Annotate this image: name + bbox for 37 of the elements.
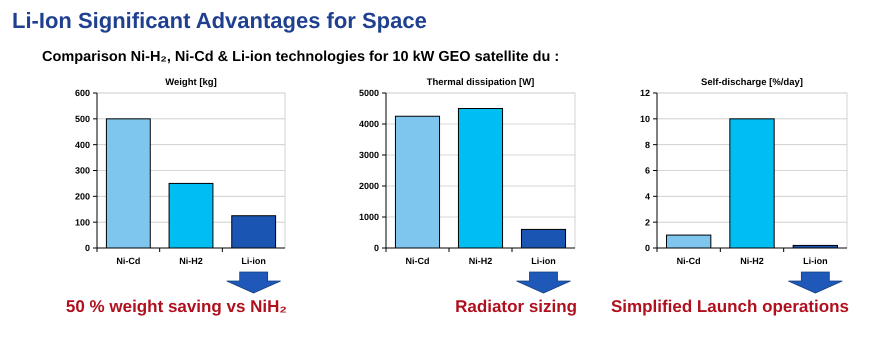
- y-tick-label: 6: [644, 166, 650, 176]
- y-tick-label: 0: [644, 243, 650, 254]
- y-tick-label: 400: [74, 140, 90, 150]
- text: Radiator sizing: [455, 297, 577, 316]
- x-tick-label: Ni-H2: [179, 256, 203, 266]
- chart-title: Self-discharge [%/day]: [701, 77, 803, 88]
- x-tick-label: Ni-H2: [468, 256, 492, 266]
- y-tick-label: 5000: [358, 88, 379, 98]
- y-tick-label: 2000: [358, 181, 379, 192]
- y-tick-label: 0: [84, 243, 90, 254]
- y-tick-label: 200: [74, 191, 90, 202]
- y-tick-label: 3000: [358, 150, 379, 160]
- chart-title: Weight [kg]: [165, 77, 217, 88]
- x-tick-label: Ni-H2: [740, 256, 764, 266]
- y-tick-label: 4000: [358, 119, 379, 130]
- text: 50 % weight saving vs NiH₂: [66, 297, 287, 316]
- x-tick-label: Li-ion: [531, 256, 556, 266]
- y-tick-label: 600: [74, 88, 90, 98]
- text: Simplified Launch operations: [610, 297, 849, 316]
- y-tick-label: 300: [74, 166, 90, 176]
- x-tick-label: Ni-Cd: [676, 256, 701, 266]
- y-tick-label: 10: [640, 114, 650, 124]
- x-tick-label: Li-ion: [241, 256, 266, 266]
- y-tick-label: 8: [644, 140, 650, 150]
- y-tick-label: 4: [644, 191, 650, 202]
- x-tick-label: Ni-Cd: [406, 256, 430, 266]
- text: Li-Ion Significant Advantages for Space: [12, 8, 427, 33]
- x-tick-label: Ni-Cd: [116, 256, 140, 266]
- y-tick-label: 0: [374, 243, 379, 254]
- x-tick-label: Li-ion: [803, 256, 828, 266]
- text: Comparison Ni-H₂, Ni-Cd & Li-ion technologies for 10 kW GEO satellite du :: [42, 49, 560, 65]
- y-tick-label: 2: [644, 217, 650, 228]
- y-tick-label: 12: [640, 88, 650, 98]
- y-tick-label: 100: [74, 217, 90, 228]
- y-tick-label: 500: [74, 114, 90, 124]
- chart-title: Thermal dissipation [W]: [426, 77, 534, 88]
- y-tick-label: 1000: [358, 212, 379, 222]
